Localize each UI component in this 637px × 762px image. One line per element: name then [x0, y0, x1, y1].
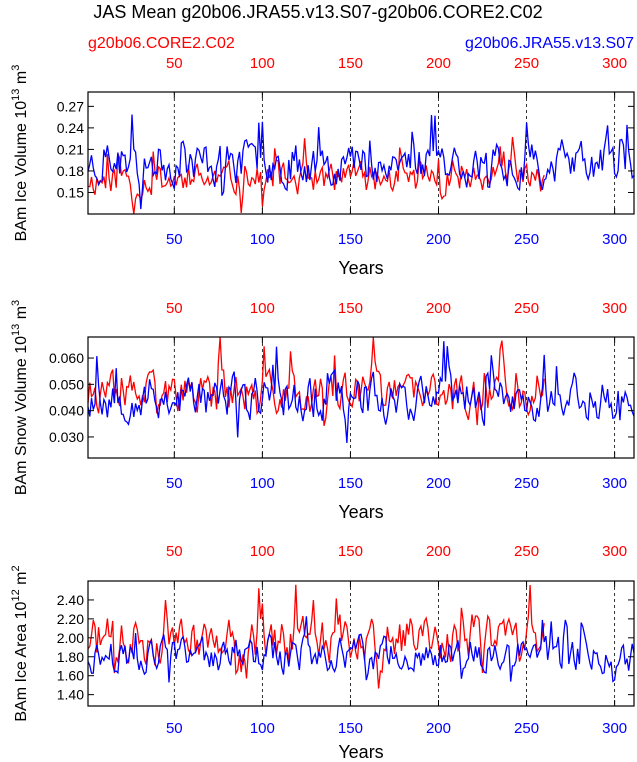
x-tick-label-top: 50 — [166, 543, 183, 560]
y-tick-label: 0.18 — [57, 163, 84, 179]
x-tick-label-top: 300 — [602, 55, 627, 72]
x-tick-label-top: 250 — [514, 300, 539, 317]
x-tick-label-top: 200 — [426, 55, 451, 72]
y-tick-label: 2.20 — [57, 611, 84, 627]
y-tick-label: 0.040 — [49, 403, 84, 419]
x-tick-label-bottom: 200 — [426, 475, 451, 492]
x-tick-label-top: 150 — [338, 543, 363, 560]
y-tick-label: 0.050 — [49, 376, 84, 392]
x-tick-label-top: 250 — [514, 55, 539, 72]
series-line-blue — [87, 341, 635, 444]
figure-title: JAS Mean g20b06.JRA55.v13.S07-g20b06.COR… — [93, 2, 542, 22]
y-axis-label: BAm Ice Area 1012 m2 — [10, 565, 30, 721]
y-tick-label: 0.24 — [57, 120, 84, 136]
x-axis-label: Years — [338, 502, 383, 522]
y-tick-label: 2.00 — [57, 630, 84, 646]
y-tick-label: 0.060 — [49, 350, 84, 366]
y-axis-label: BAm Ice Volume 1013 m3 — [10, 65, 30, 242]
panel-ice-area: 1.40 1.60 1.80 2.00 2.20 2.40 50 50 100 100 150 150… — [10, 543, 635, 762]
x-tick-label-bottom: 300 — [602, 720, 627, 737]
x-tick-label-bottom: 300 — [602, 231, 627, 248]
y-axis-label: BAm Snow Volume 1013 m3 — [10, 300, 30, 495]
x-tick-label-top: 200 — [426, 543, 451, 560]
x-tick-label-top: 200 — [426, 300, 451, 317]
x-tick-label-top: 50 — [166, 300, 183, 317]
x-tick-label-bottom: 50 — [166, 231, 183, 248]
plot-frame — [87, 336, 635, 459]
x-tick-label-bottom: 250 — [514, 475, 539, 492]
y-tick-label: 0.030 — [49, 429, 84, 445]
x-tick-label-bottom: 50 — [166, 720, 183, 737]
x-tick-label-top: 100 — [250, 300, 275, 317]
y-tick-label: 0.15 — [57, 184, 84, 200]
x-tick-label-top: 150 — [338, 55, 363, 72]
legend-core2: g20b06.CORE2.C02 — [88, 35, 235, 52]
x-tick-label-top: 300 — [602, 543, 627, 560]
x-tick-label-bottom: 300 — [602, 475, 627, 492]
series-line-blue — [87, 114, 635, 210]
x-tick-label-top: 100 — [250, 543, 275, 560]
x-tick-label-bottom: 150 — [338, 720, 363, 737]
y-tick-label: 1.60 — [57, 668, 84, 684]
x-tick-label-top: 150 — [338, 300, 363, 317]
x-tick-label-bottom: 150 — [338, 231, 363, 248]
plot-frame — [87, 91, 635, 215]
series-line-red — [87, 336, 545, 426]
x-tick-label-top: 50 — [166, 55, 183, 72]
x-tick-label-top: 250 — [514, 543, 539, 560]
x-tick-label-bottom: 100 — [250, 475, 275, 492]
panel-ice-volume: 0.15 0.18 0.21 0.24 0.27 50 50 100 100 150 150 200 2… — [10, 55, 635, 278]
y-tick-label: 0.27 — [57, 98, 84, 114]
x-tick-label-bottom: 50 — [166, 475, 183, 492]
y-tick-label: 1.40 — [57, 687, 84, 703]
x-tick-label-top: 100 — [250, 55, 275, 72]
x-tick-label-bottom: 250 — [514, 720, 539, 737]
x-tick-label-bottom: 250 — [514, 231, 539, 248]
x-tick-label-bottom: 200 — [426, 720, 451, 737]
y-tick-label: 0.21 — [57, 141, 84, 157]
plot-frame — [87, 580, 635, 707]
x-tick-label-bottom: 100 — [250, 720, 275, 737]
legend-jra55: g20b06.JRA55.v13.S07 — [465, 35, 634, 52]
series-line-red — [87, 584, 545, 689]
y-tick-label: 2.40 — [57, 592, 84, 608]
series-line-blue — [87, 616, 635, 683]
x-tick-label-bottom: 150 — [338, 475, 363, 492]
x-axis-label: Years — [338, 742, 383, 762]
x-tick-label-top: 300 — [602, 300, 627, 317]
x-tick-label-bottom: 200 — [426, 231, 451, 248]
series-line-red — [87, 136, 545, 215]
panel-snow-volume: 0.030 0.040 0.050 0.060 50 50 100 100 150 150 200 2… — [10, 300, 635, 522]
x-axis-label: Years — [338, 258, 383, 278]
x-tick-label-bottom: 100 — [250, 231, 275, 248]
y-tick-label: 1.80 — [57, 649, 84, 665]
